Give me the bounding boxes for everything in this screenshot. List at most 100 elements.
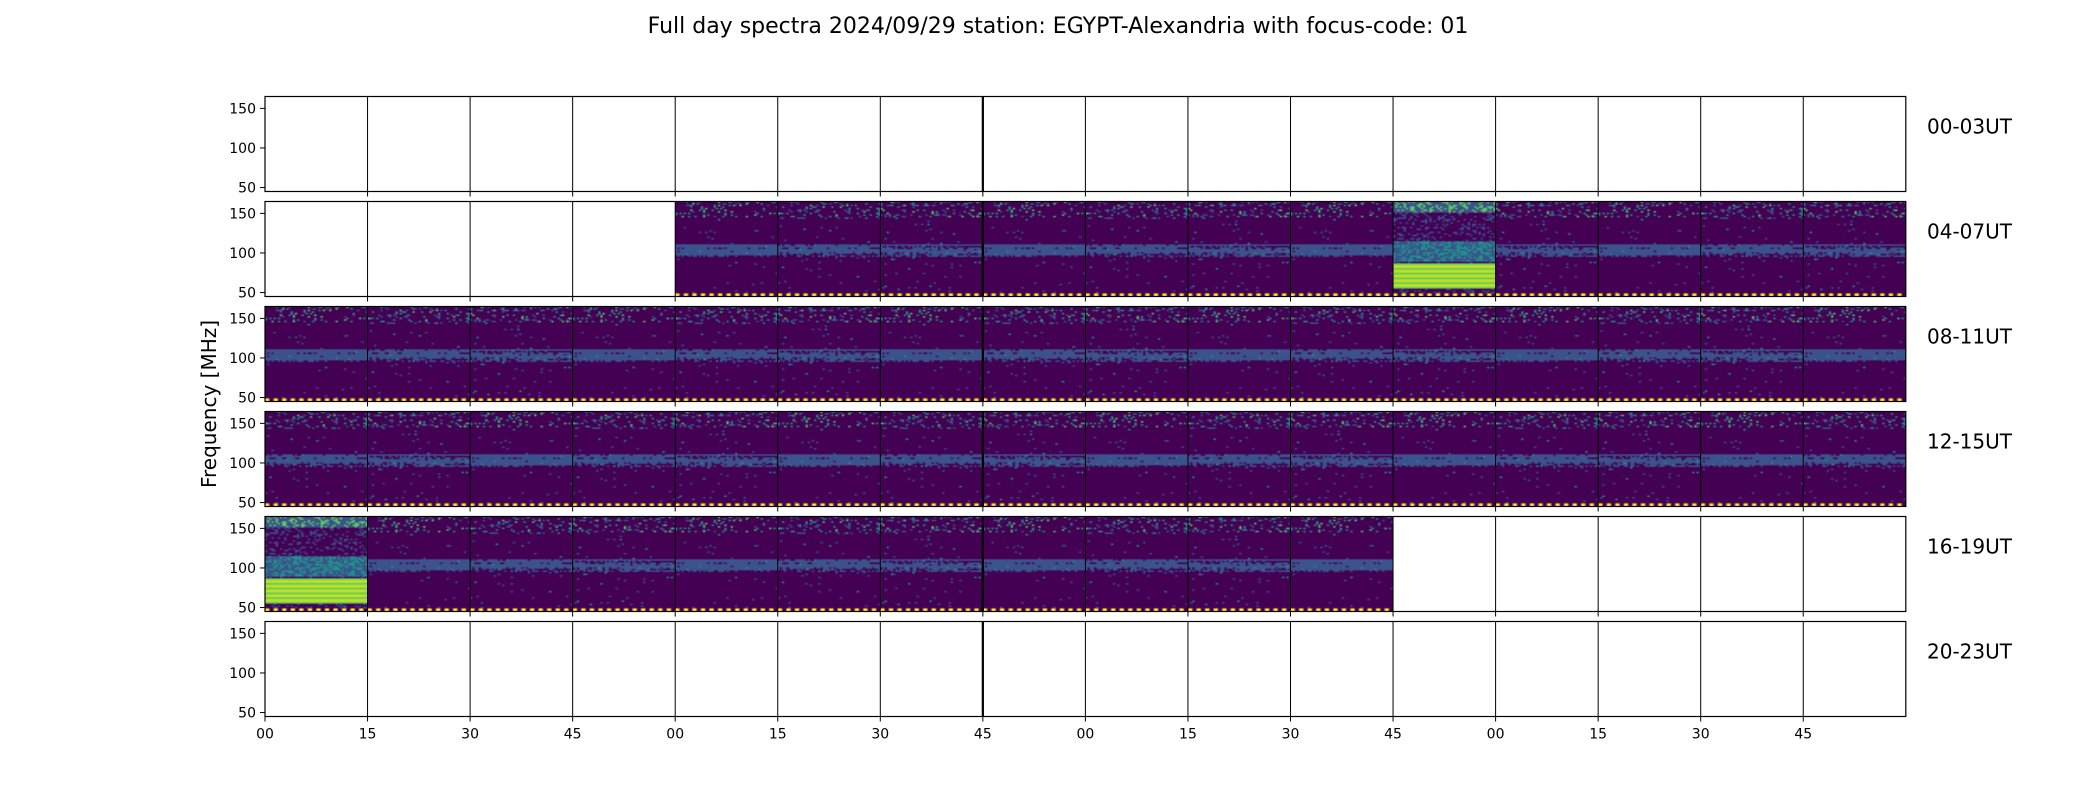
spectrum-image	[777, 411, 881, 507]
y-tick-label: 150	[229, 521, 256, 537]
spectrum-image	[1085, 411, 1188, 507]
spectrum-image	[470, 306, 573, 402]
spectrum-image	[982, 306, 1086, 402]
row-frame	[264, 200, 1907, 298]
spectrum-image	[1393, 201, 1496, 297]
x-tick-label: 45	[564, 727, 582, 743]
spectrum-image	[1495, 411, 1599, 507]
spectrum-image	[1187, 516, 1291, 612]
y-tick-label: 150	[229, 206, 256, 222]
y-tick-label: 100	[229, 666, 256, 682]
spectrum-image	[1803, 201, 1906, 297]
spectrum-image	[1290, 411, 1394, 507]
spectrum-image	[1290, 516, 1394, 612]
row-time-label: 08-11UT	[1927, 325, 2013, 349]
spectrum-image	[880, 411, 983, 507]
spectrum-image	[1598, 306, 1701, 402]
x-tick-label: 30	[461, 727, 479, 743]
y-tick-label: 100	[229, 351, 256, 367]
x-tick-label: 00	[1076, 727, 1094, 743]
spectra-row: 150 100 50 00-03UT	[229, 95, 2013, 197]
spectra-row: 150 100 50 16-19UT	[229, 515, 2013, 617]
spectra-row: 150 100 50 04-07UT	[229, 200, 2013, 302]
spectrum-image	[1700, 411, 1804, 507]
x-tick-label: 30	[871, 727, 889, 743]
row-time-label: 04-07UT	[1927, 220, 2013, 244]
x-tick-label: 00	[666, 727, 684, 743]
spectrum-image	[982, 411, 1086, 507]
spectrum-image	[675, 516, 778, 612]
x-tick-label: 00	[1487, 727, 1505, 743]
y-tick-label: 150	[229, 101, 256, 117]
spectrum-image	[367, 306, 471, 402]
spectrum-image	[777, 516, 881, 612]
spectrum-image	[367, 411, 471, 507]
x-tick-label: 15	[769, 727, 787, 743]
y-tick-label: 100	[229, 456, 256, 472]
spectrum-image	[1700, 306, 1804, 402]
y-tick-label: 100	[229, 246, 256, 262]
spectrum-image	[1187, 411, 1291, 507]
spectrum-image	[1598, 201, 1701, 297]
spectrum-image	[880, 201, 983, 297]
x-tick-label: 15	[1589, 727, 1607, 743]
spectra-row: 150 100 50 20-23UT	[229, 620, 2013, 722]
spectrum-image	[470, 516, 573, 612]
x-tick-label: 45	[974, 727, 992, 743]
spectrum-image	[1803, 411, 1906, 507]
y-tick-label: 100	[229, 141, 256, 157]
row-frame	[264, 410, 1907, 508]
spectrum-image	[1393, 306, 1496, 402]
spectrum-image	[572, 411, 676, 507]
spectrum-image	[777, 306, 881, 402]
spectrum-image	[982, 516, 1086, 612]
spectrum-image	[1290, 201, 1394, 297]
y-tick-label: 50	[238, 181, 256, 197]
spectrum-image	[1393, 411, 1496, 507]
spectrum-image	[572, 306, 676, 402]
spectrum-image	[880, 516, 983, 612]
spectrum-image	[1803, 306, 1906, 402]
x-tick-label: 00	[256, 727, 274, 743]
y-tick-label: 50	[238, 706, 256, 722]
spectrum-image	[265, 306, 368, 402]
panels-layer: 150 100 50 00-03UT 150 100 50 04-07UT 150 100 50 08…	[229, 95, 2013, 743]
y-tick-label: 150	[229, 416, 256, 432]
spectrum-image	[777, 201, 881, 297]
spectrum-image	[265, 411, 368, 507]
y-tick-label: 150	[229, 311, 256, 327]
spectrum-image	[1598, 411, 1701, 507]
y-tick-label: 150	[229, 626, 256, 642]
y-tick-label: 50	[238, 286, 256, 302]
spectrum-image	[367, 516, 471, 612]
x-tick-label: 15	[1179, 727, 1197, 743]
spectrum-image	[1085, 201, 1188, 297]
chart-title: Full day spectra 2024/09/29 station: EGY…	[648, 14, 1469, 39]
spectrum-image	[675, 201, 778, 297]
spectra-row: 150 100 50 12-15UT	[229, 410, 2013, 512]
spectrum-image	[1290, 306, 1394, 402]
row-time-label: 20-23UT	[1927, 640, 2013, 664]
x-tick-label: 45	[1794, 727, 1812, 743]
spectrum-image	[470, 411, 573, 507]
y-tick-label: 50	[238, 496, 256, 512]
row-time-label: 12-15UT	[1927, 430, 2013, 454]
spectrum-image	[1085, 516, 1188, 612]
y-tick-label: 50	[238, 601, 256, 617]
spectrum-image	[572, 516, 676, 612]
spectrum-image	[1700, 201, 1804, 297]
spectrum-image	[675, 411, 778, 507]
spectrum-image	[982, 201, 1086, 297]
row-frame	[264, 95, 1907, 193]
spectra-row: 150 100 50 08-11UT	[229, 305, 2013, 407]
row-frame	[264, 620, 1907, 718]
x-tick-label: 15	[359, 727, 377, 743]
spectrum-image	[1187, 306, 1291, 402]
row-time-label: 00-03UT	[1927, 115, 2013, 139]
y-axis-label: Frequency [MHz]	[197, 320, 221, 488]
y-tick-label: 50	[238, 391, 256, 407]
y-tick-label: 100	[229, 561, 256, 577]
x-tick-label: 45	[1384, 727, 1402, 743]
spectrum-image	[1187, 201, 1291, 297]
